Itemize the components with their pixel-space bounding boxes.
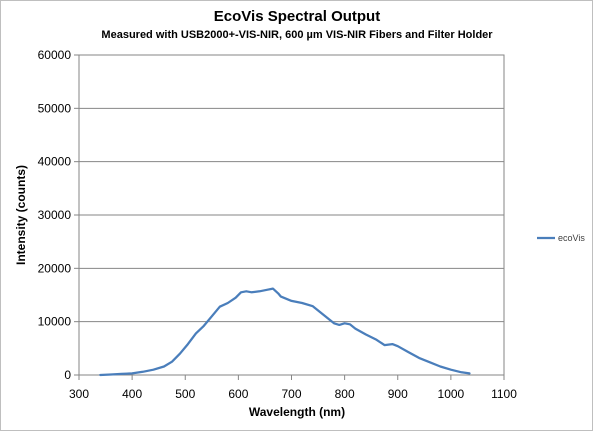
- x-tick-label: 1100: [491, 387, 517, 401]
- x-tick-label: 400: [122, 387, 142, 401]
- chart-subtitle: Measured with USB2000+-VIS-NIR, 600 µm V…: [101, 29, 493, 41]
- y-axis-ticks: 0 10000 20000 30000 40000 50000 60000: [38, 48, 79, 382]
- y-tick-label: 50000: [38, 101, 72, 115]
- x-axis-ticks: 300 400 500 600 700 800 900 1000 1100: [69, 375, 517, 401]
- x-tick-label: 700: [281, 387, 301, 401]
- y-tick-label: 20000: [38, 261, 72, 275]
- chart-title: EcoVis Spectral Output: [214, 8, 380, 25]
- y-tick-label: 40000: [38, 155, 72, 169]
- series-line-ecovis: [99, 287, 471, 377]
- y-tick-label: 0: [64, 368, 71, 382]
- y-tick-label: 30000: [38, 208, 72, 222]
- x-tick-label: 900: [388, 387, 408, 401]
- series-layer: [99, 287, 471, 377]
- x-tick-label: 500: [175, 387, 195, 401]
- x-tick-label: 600: [228, 387, 248, 401]
- y-axis-title: Intensity (counts): [14, 165, 28, 265]
- y-tick-label: 10000: [38, 315, 72, 329]
- x-axis-title: Wavelength (nm): [249, 405, 345, 419]
- legend-label-ecovis: ecoVis: [558, 233, 585, 243]
- gridlines: [79, 54, 504, 323]
- x-tick-label: 800: [335, 387, 355, 401]
- legend: ecoVis: [537, 233, 585, 243]
- x-tick-label: 1000: [438, 387, 465, 401]
- x-tick-label: 300: [69, 387, 89, 401]
- y-tick-label: 60000: [38, 48, 72, 62]
